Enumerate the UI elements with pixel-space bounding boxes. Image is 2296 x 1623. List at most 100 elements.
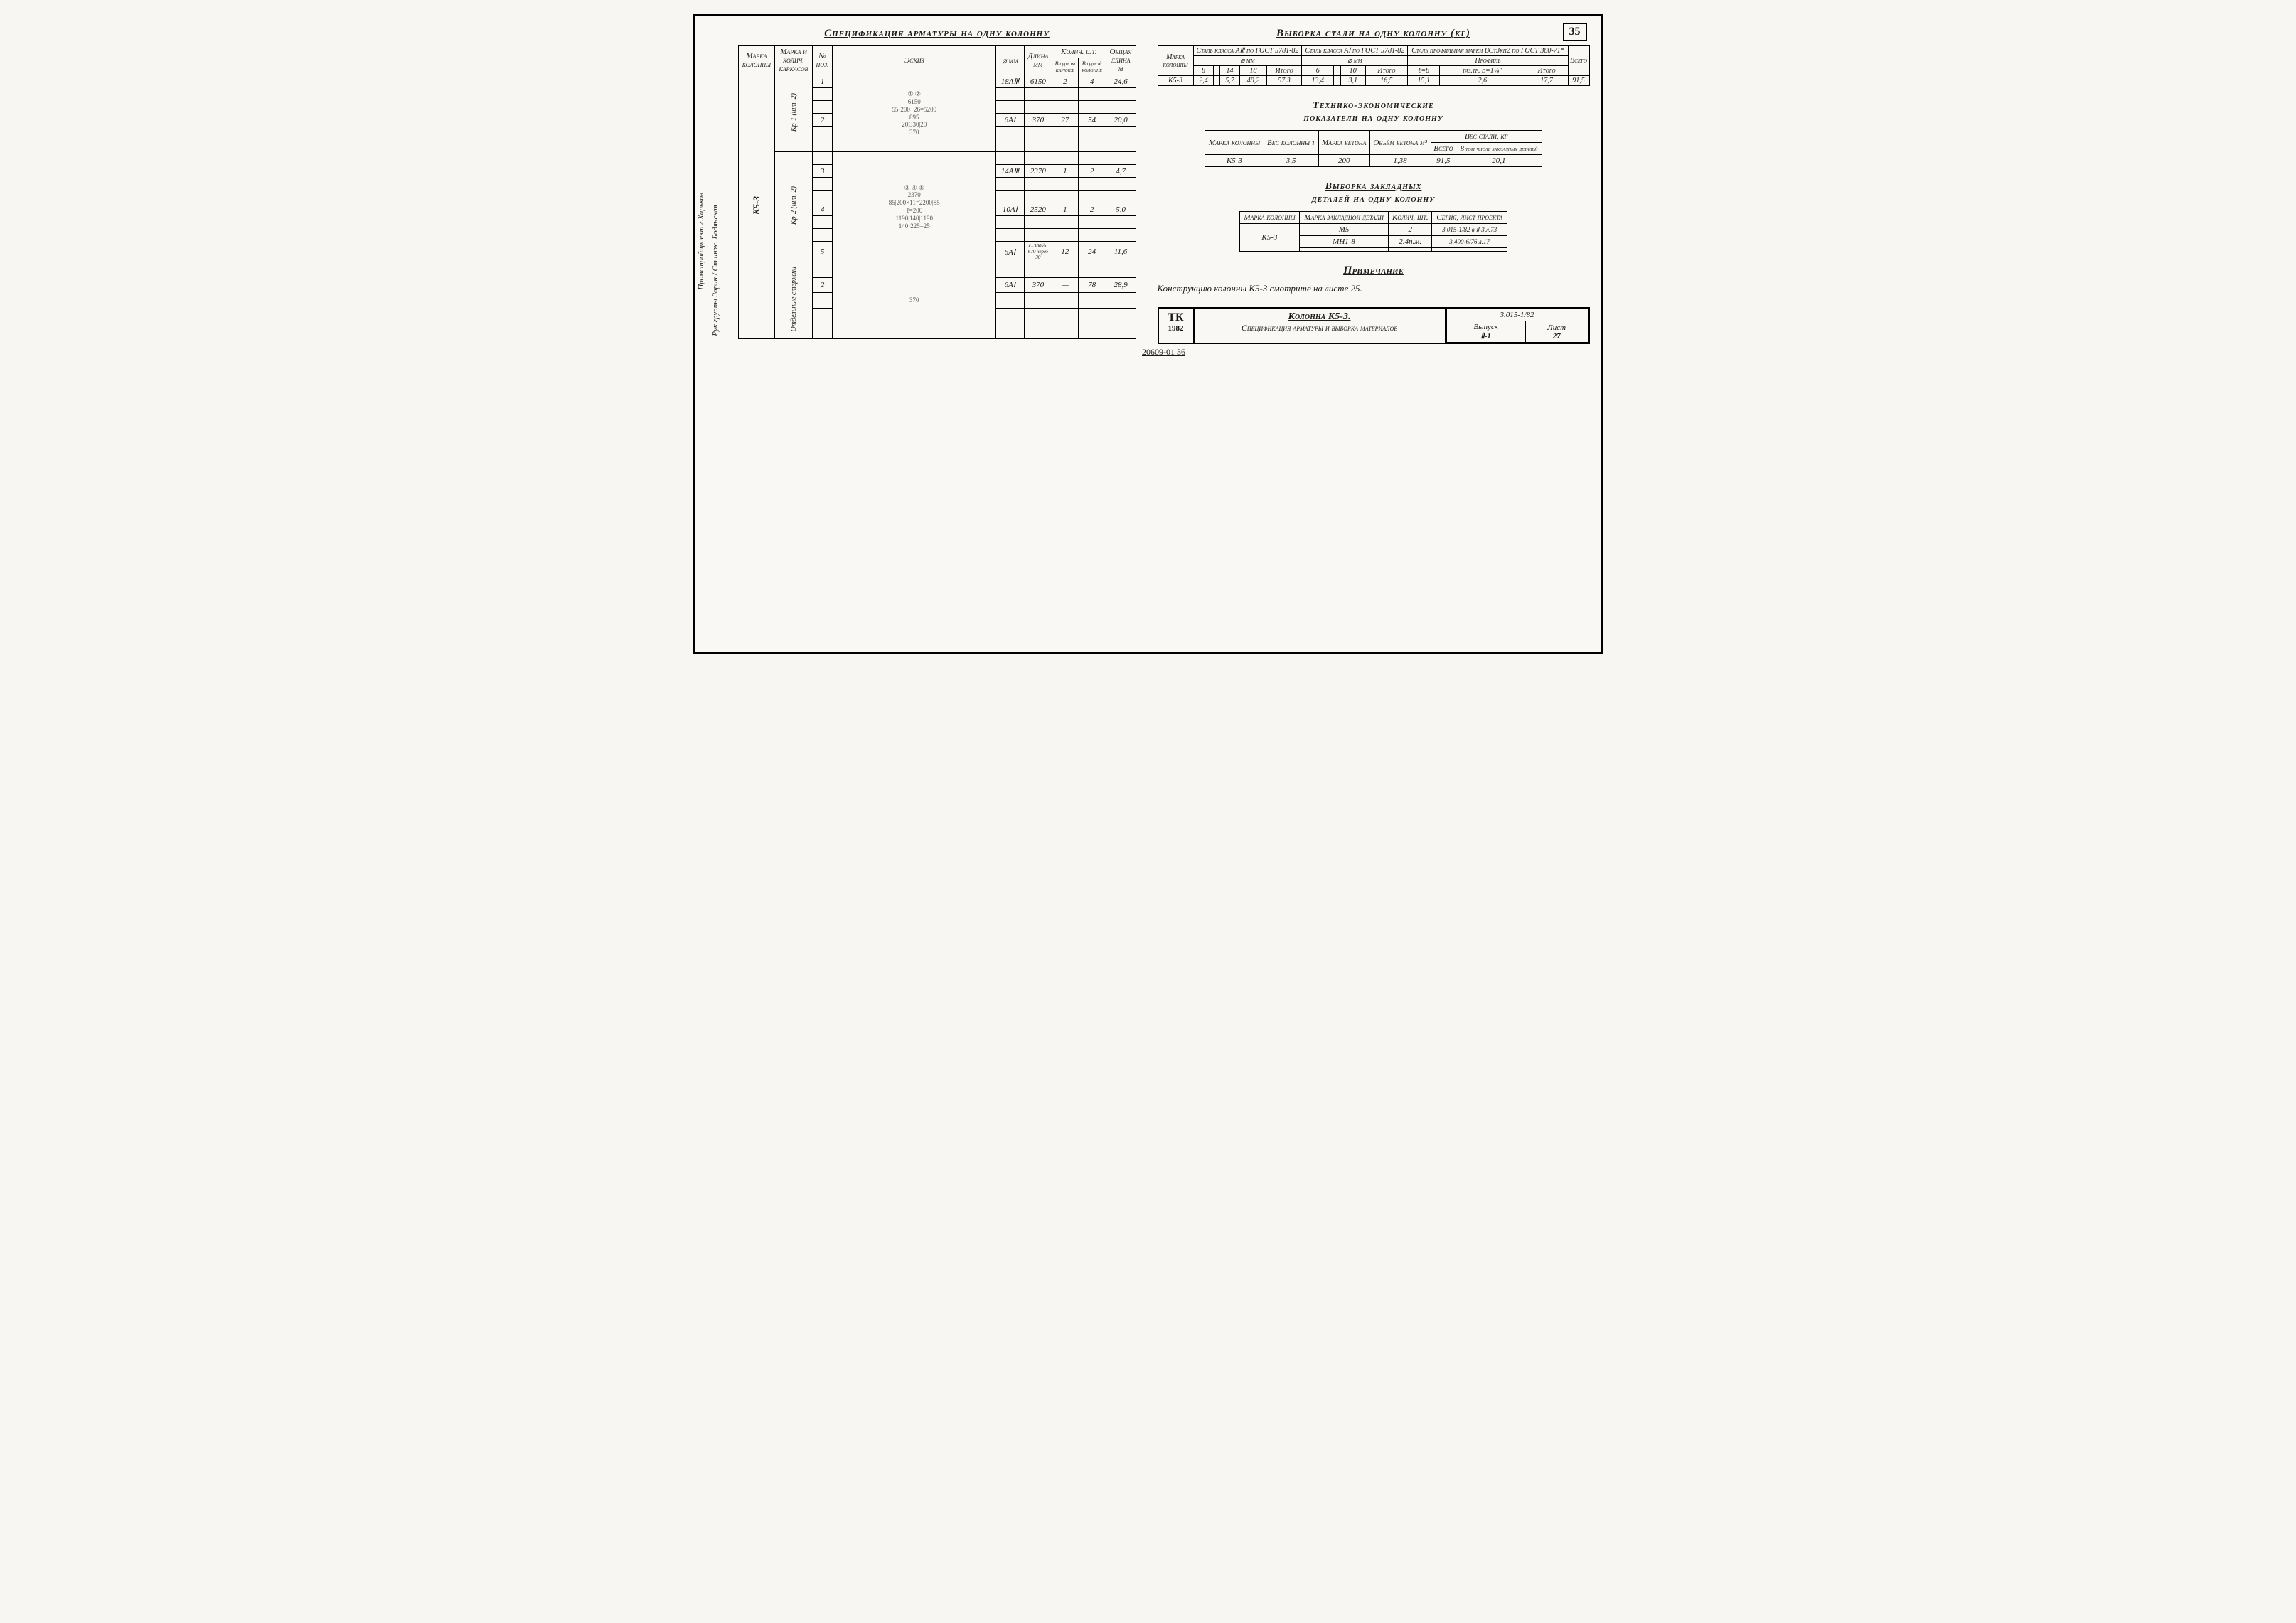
cell-qc [1078, 262, 1106, 278]
steel-val: 15,1 [1408, 76, 1440, 86]
cell-qc: 24 [1078, 242, 1106, 262]
cell-len: 370 [1024, 277, 1052, 293]
cell-d [996, 293, 1024, 309]
steel-col: Итого [1266, 66, 1302, 76]
cell-tl: 11,6 [1106, 242, 1136, 262]
steel-col [1333, 66, 1340, 76]
steel-val: 91,5 [1568, 76, 1589, 86]
cell-qf [1052, 101, 1079, 114]
tb-logo2: 1982 [1165, 324, 1187, 333]
steel-val: 2,4 [1193, 76, 1214, 86]
cell-qc [1078, 323, 1106, 339]
cell-len [1024, 178, 1052, 191]
cell-tl [1106, 216, 1136, 229]
cell-pos: 4 [812, 203, 832, 216]
cell-len [1024, 127, 1052, 139]
h-qty-frame: В одном каркасе [1055, 60, 1076, 73]
cell-tl [1106, 152, 1136, 165]
tt-h2: Марка бетона [1322, 139, 1366, 147]
cell-len [1024, 191, 1052, 203]
cell-d: 10AⅠ [996, 203, 1024, 216]
cell-d: 14AⅢ [996, 165, 1024, 178]
embed-val: 2.4п.м. [1389, 236, 1432, 248]
cell-qc [1078, 178, 1106, 191]
cell-pos: 3 [812, 165, 832, 178]
embed-val [1432, 248, 1507, 252]
cell-d [996, 216, 1024, 229]
tb-sheet: 27 [1553, 332, 1561, 341]
cell-pos [812, 127, 832, 139]
cell-qc: 78 [1078, 277, 1106, 293]
steel-val: 3,1 [1340, 76, 1365, 86]
cell-len: ℓ=300 до 670 через 30 [1024, 242, 1052, 262]
page-number: 35 [1563, 23, 1587, 41]
cell-len [1024, 293, 1052, 309]
cell-qf [1052, 262, 1079, 278]
cell-tl [1106, 293, 1136, 309]
tt-h1: Вес колонны т [1267, 139, 1315, 147]
drawing-sheet: 35 Промстройпроект г.Харьков Рук.группы … [693, 14, 1603, 654]
tech-val: К5-3 [1205, 155, 1264, 167]
cell-len [1024, 216, 1052, 229]
side-org: Промстройпроект г.Харьков [697, 193, 705, 290]
side-signatures: Рук.группы Зорин / Ст.инж. Бодянская [711, 205, 720, 337]
spec-title: Спецификация арматуры на одну колонну [738, 28, 1136, 40]
steel-val [1214, 76, 1219, 86]
steel-val: 57,3 [1266, 76, 1302, 86]
cell-tl: 4,7 [1106, 165, 1136, 178]
steel-col: 18 [1240, 66, 1266, 76]
cell-tl [1106, 127, 1136, 139]
h-qty-col: В одной колонне [1082, 60, 1102, 73]
cell-len [1024, 229, 1052, 242]
cell-pos [812, 293, 832, 309]
steel-table: Марка колонны Сталь класса AⅢ по ГОСТ 57… [1158, 45, 1590, 86]
cell-len [1024, 152, 1052, 165]
cell-qc [1078, 308, 1106, 323]
cell-frame-mark: Отдельные стержни [775, 262, 813, 339]
embed-val: МН1-8 [1299, 236, 1388, 248]
cell-qf: 1 [1052, 203, 1079, 216]
left-column: Спецификация арматуры на одну колонну Ма… [738, 25, 1136, 344]
tb-issue: Ⅱ-1 [1480, 332, 1491, 341]
st-grp1: Сталь класса AⅢ по ГОСТ 5781-82 [1196, 47, 1298, 55]
cell-pos [812, 191, 832, 203]
cell-d [996, 139, 1024, 152]
cell-d [996, 229, 1024, 242]
cell-qc [1078, 229, 1106, 242]
steel-col: Итого [1365, 66, 1408, 76]
tech-val: 1,38 [1369, 155, 1431, 167]
cell-tl: 28,9 [1106, 277, 1136, 293]
cell-tl [1106, 178, 1136, 191]
tt-s1: В том числе закладных деталей [1460, 145, 1537, 152]
rebar-spec-table: Марка колонны Марка и колич. каркасов № … [738, 45, 1136, 339]
cell-qc [1078, 216, 1106, 229]
steel-col: газ.тр. d=1¼″ [1440, 66, 1525, 76]
cell-tl [1106, 139, 1136, 152]
cell-qc [1078, 139, 1106, 152]
embed-title1: Выборка закладных [1158, 181, 1590, 193]
h-mark-col: Марка колонны [742, 52, 771, 69]
cell-qc [1078, 127, 1106, 139]
cell-qf: 12 [1052, 242, 1079, 262]
cell-frame-mark: Кр-2 (шт. 2) [775, 152, 813, 262]
embed-h: Серия, лист проекта [1432, 212, 1507, 224]
embed-h: Марка закладной детали [1299, 212, 1388, 224]
cell-column-mark: К5-3 [738, 75, 775, 339]
right-column: Выборка стали на одну колонну (кг) Марка… [1158, 25, 1590, 344]
cell-qf [1052, 139, 1079, 152]
cell-len: 2520 [1024, 203, 1052, 216]
cell-pos [812, 88, 832, 101]
cell-pos [812, 323, 832, 339]
cell-qf [1052, 216, 1079, 229]
embed-val: 3.400-6/76 л.17 [1432, 236, 1507, 248]
tb-issue-lbl: Выпуск [1473, 323, 1498, 331]
cell-qc [1078, 293, 1106, 309]
cell-qf [1052, 152, 1079, 165]
tt-h3: Объём бетона м³ [1373, 139, 1427, 147]
embed-h: Марка колонны [1240, 212, 1300, 224]
tech-val: 200 [1318, 155, 1369, 167]
cell-d [996, 262, 1024, 278]
cell-len: 370 [1024, 114, 1052, 127]
cell-qc [1078, 88, 1106, 101]
cell-sketch: 370 [833, 262, 996, 339]
